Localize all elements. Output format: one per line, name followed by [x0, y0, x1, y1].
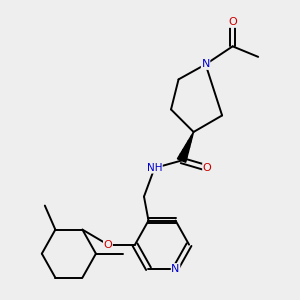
Text: O: O: [103, 240, 112, 250]
Polygon shape: [180, 150, 188, 157]
Polygon shape: [177, 154, 187, 162]
Polygon shape: [188, 136, 192, 142]
Text: N: N: [171, 264, 180, 274]
Polygon shape: [191, 132, 194, 137]
Text: NH: NH: [147, 163, 162, 173]
Polygon shape: [185, 141, 191, 147]
Text: N: N: [201, 59, 210, 69]
Text: O: O: [203, 163, 212, 173]
Polygon shape: [183, 146, 190, 152]
Text: O: O: [228, 17, 237, 27]
